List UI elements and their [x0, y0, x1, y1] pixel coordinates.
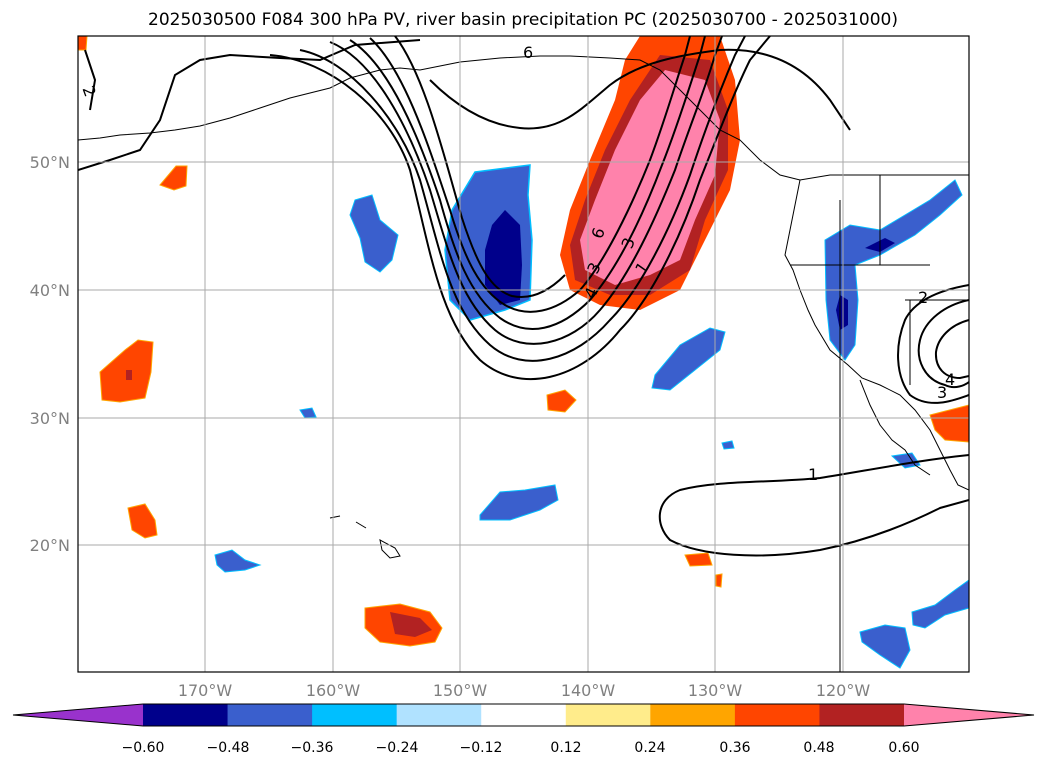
colorbar-tick: 0.36	[719, 740, 750, 756]
colorbar: −0.60 −0.48 −0.36 −0.24 −0.12 0.12 0.24 …	[12, 703, 1035, 756]
positive-pc-band-core	[580, 70, 720, 285]
negative-pc-blob	[479, 484, 559, 521]
pv-contour	[84, 49, 97, 111]
pv-contour	[369, 36, 691, 313]
baja-coast	[859, 379, 931, 476]
colorbar-tick: −0.60	[122, 740, 165, 756]
contour-label: 3	[937, 383, 947, 402]
lon-tick: 140°W	[561, 681, 616, 700]
map-frame	[77, 35, 970, 673]
colorbar-segment	[227, 704, 313, 726]
colorbar-segment	[396, 704, 482, 726]
pv-contour	[269, 36, 771, 381]
pv-contour	[934, 319, 969, 380]
colorbar-low-extension-outline	[12, 703, 144, 727]
pc-shading	[78, 36, 969, 669]
lon-tick: 130°W	[688, 681, 743, 700]
positive-pc-blob	[546, 389, 577, 413]
colorbar-tick: 0.60	[888, 740, 919, 756]
negative-pc-blob	[911, 579, 969, 629]
hawaii	[329, 515, 401, 559]
colorbar-segment	[312, 704, 398, 726]
colorbar-tick: 0.48	[803, 740, 834, 756]
colorbar-tick: 0.12	[550, 740, 581, 756]
lon-tick: 120°W	[816, 681, 871, 700]
contour-label: 6	[523, 43, 533, 62]
positive-pc-blob	[715, 573, 723, 588]
colorbar-high-extension-outline	[903, 703, 1035, 727]
gridlines	[78, 36, 969, 672]
positive-pc-core	[126, 370, 132, 380]
lat-tick: 50°N	[30, 153, 70, 172]
positive-pc-blob	[929, 404, 969, 443]
colorbar-low-extension	[13, 704, 143, 726]
positive-pc-core	[390, 612, 432, 637]
map-panel: 6 2 6 3 4 3 1 2 3 4 1 50°N 40°N 30°N 20°…	[30, 35, 970, 700]
negative-pc-blob	[651, 327, 726, 391]
lon-tick: 150°W	[433, 681, 488, 700]
lon-tick: 160°W	[306, 681, 361, 700]
colorbar-tick: −0.12	[460, 740, 503, 756]
lat-tick: 20°N	[30, 536, 70, 555]
colorbar-segment	[565, 704, 651, 726]
colorbar-tick: 0.24	[634, 740, 665, 756]
pv-contour	[897, 284, 969, 404]
lon-tick: 170°W	[178, 681, 233, 700]
negative-pc-blob	[721, 440, 735, 450]
borders	[790, 175, 969, 672]
latitude-ticks: 50°N 40°N 30°N 20°N	[30, 153, 70, 555]
colorbar-segment	[819, 704, 905, 726]
contour-label: 1	[808, 465, 818, 484]
pv-contour	[917, 299, 969, 389]
positive-pc-blob	[127, 503, 158, 539]
colorbar-segment	[481, 704, 567, 726]
colorbar-tick: −0.48	[207, 740, 250, 756]
colorbar-segment	[650, 704, 736, 726]
negative-pc-core	[836, 295, 848, 330]
us-west-coast	[784, 179, 969, 491]
negative-pc-blob	[859, 624, 911, 669]
longitude-ticks: 170°W 160°W 150°W 140°W 130°W 120°W	[178, 681, 871, 700]
colorbar-segment	[143, 704, 229, 726]
colorbar-ticks: −0.60 −0.48 −0.36 −0.24 −0.12 0.12 0.24 …	[122, 740, 920, 756]
pv-contour	[394, 36, 566, 298]
contour-label: 4	[945, 370, 955, 389]
coastlines	[78, 55, 969, 672]
colorbar-tick: −0.24	[376, 740, 419, 756]
colorbar-tick: −0.36	[291, 740, 334, 756]
lat-tick: 30°N	[30, 409, 70, 428]
pv-contour	[349, 36, 706, 330]
contour-label: 2	[918, 288, 928, 307]
colorbar-segment	[734, 704, 820, 726]
pv-contour	[78, 39, 421, 171]
pv-contour	[429, 48, 851, 131]
colorbar-high-extension	[904, 704, 1034, 726]
negative-pc-blob	[214, 549, 262, 573]
negative-pc-blob	[349, 194, 399, 273]
positive-pc-blob	[159, 165, 188, 191]
pv-contour	[329, 36, 723, 345]
positive-pc-blob	[78, 36, 88, 51]
positive-pc-blob	[684, 552, 713, 567]
negative-pc-blob	[299, 407, 317, 419]
alaska-coast	[78, 55, 969, 181]
colorbar-segments	[13, 704, 1034, 726]
negative-pc-core	[485, 210, 522, 305]
figure-title: 2025030500 F084 300 hPa PV, river basin …	[148, 10, 898, 30]
lat-tick: 40°N	[30, 281, 70, 300]
